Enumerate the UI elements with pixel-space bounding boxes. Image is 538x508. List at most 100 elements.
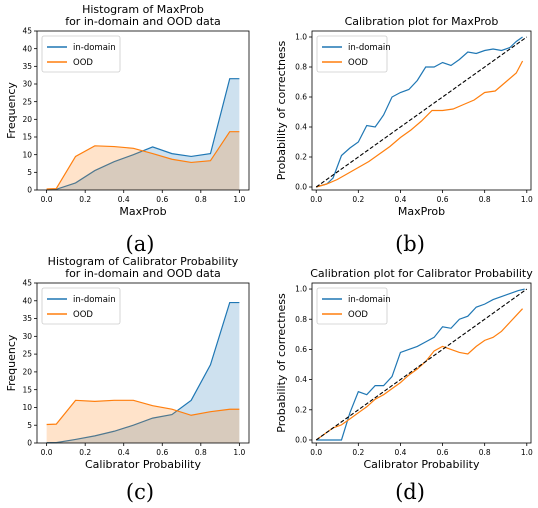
x-tick-label: 1.0 — [233, 448, 245, 457]
chart-title: for in-domain and OOD data — [65, 267, 221, 280]
y-tick-label: 40 — [22, 44, 32, 53]
perfect-calibration-line — [315, 36, 528, 188]
x-tick-label: 0.0 — [41, 448, 53, 457]
panel-label-a: (a) — [125, 232, 155, 256]
y-tick-label: 35 — [22, 314, 32, 323]
y-tick-label: 5 — [27, 421, 32, 430]
y-tick-label: 10 — [22, 150, 32, 159]
y-tick-label: 45 — [22, 279, 32, 288]
chart-title: Calibration plot for Calibrator Probabil… — [310, 267, 533, 280]
legend-label-in-domain: in-domain — [348, 43, 391, 53]
x-tick-label: 0.6 — [156, 448, 168, 457]
series-line-ood — [46, 399, 240, 426]
panel-label-c: (c) — [125, 480, 155, 504]
x-tick-label: 0.8 — [479, 448, 491, 457]
x-tick-label: 0.4 — [118, 195, 130, 204]
y-tick-label: 0.4 — [295, 375, 307, 384]
x-tick-label: 0.4 — [394, 448, 406, 457]
y-axis-label: Probability of correctness — [275, 293, 288, 433]
y-tick-label: 0 — [27, 186, 32, 195]
x-axis-label: Calibrator Probability — [85, 458, 201, 471]
y-tick-label: 30 — [22, 332, 32, 341]
series-fill-ood — [46, 400, 240, 443]
x-tick-label: 0.4 — [118, 448, 130, 457]
y-tick-label: 0.6 — [295, 345, 307, 354]
plot-frame — [36, 30, 250, 191]
x-tick-label: 0.2 — [352, 448, 364, 457]
x-tick-label: 0.2 — [79, 448, 91, 457]
series-line-in-domain — [316, 288, 525, 441]
x-axis-label: Calibrator Probability — [364, 458, 480, 471]
y-tick-label: 40 — [22, 296, 32, 305]
series-line-in-domain — [46, 301, 240, 444]
chart-1: Calibration plot for MaxProb 0.0 0.2 0.4 0.6… — [275, 15, 533, 218]
x-tick-label: 0.2 — [79, 195, 91, 204]
x-tick-label: 0.0 — [310, 195, 322, 204]
y-tick-label: 0.8 — [295, 63, 307, 72]
series-line-ood — [315, 308, 524, 441]
series-line-in-domain — [316, 36, 523, 188]
y-tick-label: 15 — [22, 133, 32, 142]
series-line-ood — [46, 131, 240, 190]
x-axis-label: MaxProb — [398, 205, 445, 218]
x-tick-label: 1.0 — [521, 195, 533, 204]
chart-3: Calibration plot for Calibrator Probabil… — [275, 267, 533, 471]
x-tick-label: 0.2 — [352, 195, 364, 204]
y-axis-label: Frequency — [5, 82, 18, 139]
y-tick-label: 20 — [22, 367, 32, 376]
x-axis-label: MaxProb — [119, 205, 166, 218]
plot-frame — [311, 30, 532, 191]
legend-box — [41, 35, 121, 73]
x-tick-label: 0.8 — [479, 195, 491, 204]
legend-label-ood: OOD — [73, 58, 93, 68]
y-tick-label: 35 — [22, 62, 32, 71]
y-tick-label: 0.8 — [295, 315, 307, 324]
legend-box — [316, 287, 388, 325]
y-tick-label: 0.2 — [295, 405, 307, 414]
y-tick-label: 45 — [22, 27, 32, 36]
y-tick-label: 25 — [22, 350, 32, 359]
x-tick-label: 1.0 — [521, 448, 533, 457]
legend-label-in-domain: in-domain — [73, 43, 116, 53]
y-tick-label: 0.0 — [295, 183, 307, 192]
y-tick-label: 0.4 — [295, 123, 307, 132]
legend-box — [41, 287, 121, 325]
y-axis-label: Frequency — [5, 334, 18, 391]
panel-label-d: (d) — [395, 480, 425, 504]
x-tick-label: 0.6 — [156, 195, 168, 204]
plot-frame — [36, 282, 250, 444]
perfect-calibration-line — [315, 288, 528, 441]
y-tick-label: 0 — [27, 439, 32, 448]
y-tick-label: 20 — [22, 115, 32, 124]
y-tick-label: 25 — [22, 97, 32, 106]
y-tick-label: 10 — [22, 403, 32, 412]
legend-box — [316, 35, 388, 73]
chart-title: Histogram of MaxProb — [82, 3, 204, 16]
y-axis-label: Probability of correctness — [275, 41, 288, 181]
y-tick-label: 5 — [27, 168, 32, 177]
legend-label-in-domain: in-domain — [73, 295, 116, 305]
y-tick-label: 0.2 — [295, 153, 307, 162]
legend-label-in-domain: in-domain — [348, 295, 391, 305]
x-tick-label: 0.0 — [310, 448, 322, 457]
x-tick-label: 0.0 — [41, 195, 53, 204]
x-tick-label: 0.8 — [195, 448, 207, 457]
y-tick-label: 0.0 — [295, 436, 307, 445]
legend-label-ood: OOD — [73, 310, 93, 320]
x-tick-label: 0.6 — [437, 195, 449, 204]
y-tick-label: 0.6 — [295, 93, 307, 102]
series-line-ood — [316, 60, 524, 188]
x-tick-label: 0.6 — [437, 448, 449, 457]
chart-title: Histogram of Calibrator Probability — [48, 255, 239, 268]
y-tick-label: 1.0 — [295, 285, 307, 294]
x-tick-label: 1.0 — [233, 195, 245, 204]
chart-title: for in-domain and OOD data — [65, 15, 221, 28]
x-tick-label: 0.4 — [394, 195, 406, 204]
y-tick-label: 30 — [22, 80, 32, 89]
chart-title: Calibration plot for MaxProb — [345, 15, 499, 28]
legend-label-ood: OOD — [348, 310, 368, 320]
x-tick-label: 0.8 — [195, 195, 207, 204]
